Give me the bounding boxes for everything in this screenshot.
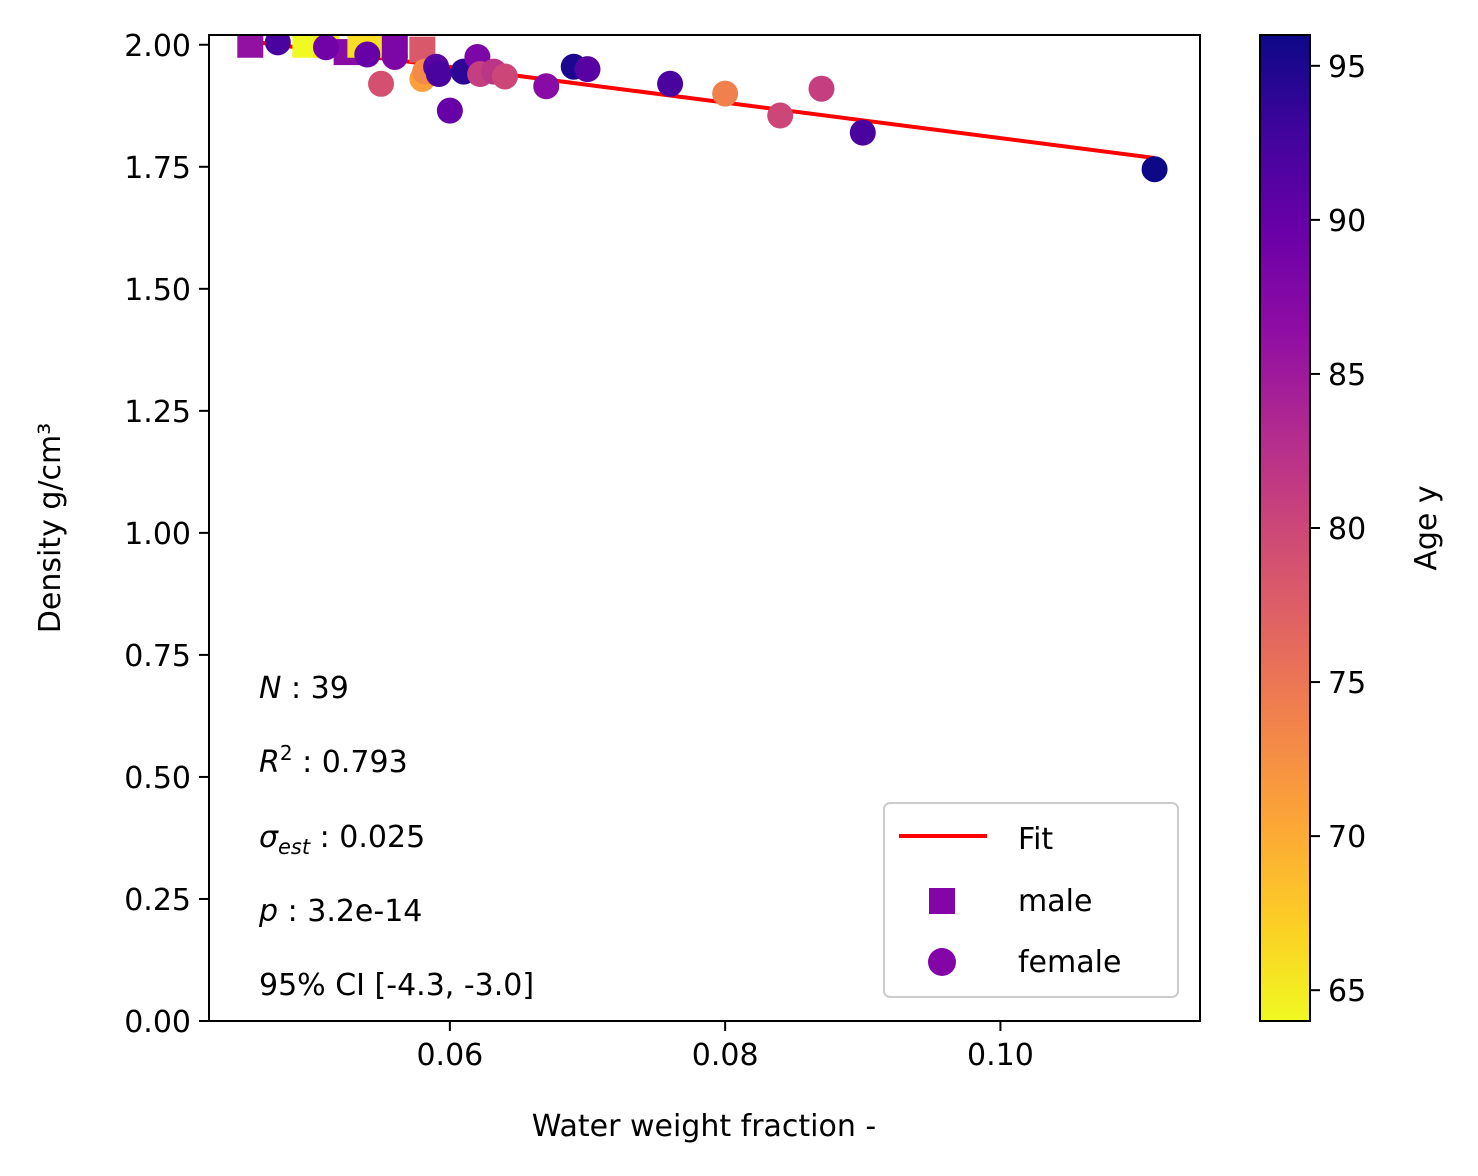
male-point [292, 35, 319, 58]
x-tick-label: 0.10 [967, 1038, 1034, 1073]
y-tick-label: 2.00 [124, 29, 191, 64]
female-point [312, 35, 339, 61]
legend: Fit male female [883, 802, 1179, 998]
colorbar: 65 70 75 80 85 90 95 Age y [1259, 34, 1444, 1022]
female-point [767, 102, 794, 129]
y-axis-label: Density g/cm³ [33, 423, 68, 633]
female-point [491, 63, 518, 90]
colorbar-label: Age y [1409, 485, 1444, 570]
scatter-points [237, 35, 1168, 183]
female-point [381, 43, 408, 70]
y-axis: 0.00 0.25 0.50 0.75 1.00 1.25 1.50 1.75 2.00 [124, 29, 209, 1040]
colorbar-tick-label: 85 [1328, 358, 1366, 393]
female-point [425, 61, 452, 88]
x-axis: 0.06 0.08 0.10 [416, 1021, 1034, 1073]
colorbar-ticks: 65 70 75 80 85 90 95 [1310, 50, 1366, 1009]
colorbar-tick-label: 75 [1328, 666, 1366, 701]
female-point [712, 80, 739, 107]
female-point [354, 41, 381, 68]
y-tick-label: 0.00 [124, 1005, 191, 1040]
colorbar-gradient [1260, 35, 1310, 1021]
stats-annotations: N : 39 R2 : 0.793 σest : 0.025 p : 3.2e-… [258, 671, 534, 1003]
y-tick-label: 1.50 [124, 273, 191, 308]
x-axis-label: Water weight fraction - [532, 1109, 877, 1144]
female-point [436, 97, 463, 124]
plot-frame [208, 34, 1201, 1022]
y-tick-label: 0.75 [124, 639, 191, 674]
legend-male-marker [929, 888, 955, 914]
annotation-sigma: σest : 0.025 [259, 820, 425, 859]
female-point [574, 56, 601, 83]
y-tick-label: 1.75 [124, 151, 191, 186]
female-point [657, 70, 684, 97]
annotation-n: N : 39 [259, 671, 349, 706]
y-tick-label: 1.25 [124, 395, 191, 430]
legend-label-female: female [1018, 945, 1121, 980]
legend-female-marker [928, 948, 956, 976]
female-point [533, 73, 560, 100]
colorbar-tick-label: 95 [1328, 50, 1366, 85]
colorbar-tick-label: 70 [1328, 820, 1366, 855]
female-point [264, 35, 291, 56]
y-tick-label: 1.00 [124, 517, 191, 552]
male-point [237, 35, 264, 58]
colorbar-tick-label: 80 [1328, 512, 1366, 547]
legend-label-male: male [1018, 884, 1092, 919]
x-tick-label: 0.08 [692, 1038, 759, 1073]
annotation-ci: 95% CI [-4.3, -3.0] [259, 968, 534, 1003]
female-point [1141, 156, 1168, 183]
colorbar-tick-label: 90 [1328, 204, 1366, 239]
colorbar-tick-label: 65 [1328, 974, 1366, 1009]
x-tick-label: 0.06 [416, 1038, 483, 1073]
legend-box [883, 802, 1179, 998]
annotation-p: p : 3.2e-14 [258, 894, 422, 929]
y-tick-label: 0.50 [124, 761, 191, 796]
female-point [849, 119, 876, 146]
annotation-r2: R2 : 0.793 [259, 741, 408, 780]
female-point [808, 75, 835, 102]
y-tick-label: 0.25 [124, 883, 191, 918]
legend-label-fit: Fit [1018, 822, 1053, 857]
female-point [368, 70, 395, 97]
